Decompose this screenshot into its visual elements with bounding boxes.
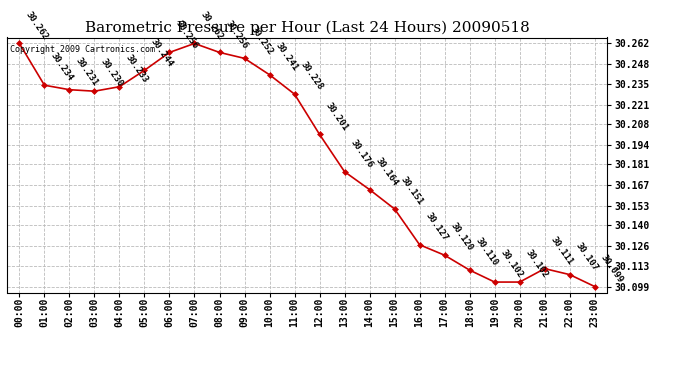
Text: 30.256: 30.256 (224, 19, 250, 50)
Text: 30.244: 30.244 (148, 36, 175, 68)
Text: 30.233: 30.233 (124, 53, 150, 84)
Text: Copyright 2009 Cartronics.com: Copyright 2009 Cartronics.com (10, 45, 155, 54)
Text: 30.241: 30.241 (274, 41, 299, 73)
Text: 30.252: 30.252 (248, 25, 275, 56)
Text: 30.228: 30.228 (299, 60, 324, 92)
Text: 30.231: 30.231 (74, 56, 99, 87)
Text: 30.111: 30.111 (549, 235, 575, 267)
Text: 30.230: 30.230 (99, 57, 124, 89)
Text: 30.110: 30.110 (474, 236, 500, 268)
Text: 30.127: 30.127 (424, 211, 450, 243)
Text: 30.102: 30.102 (524, 248, 550, 280)
Text: 30.234: 30.234 (48, 51, 75, 83)
Text: 30.176: 30.176 (348, 138, 375, 170)
Text: 30.256: 30.256 (174, 19, 199, 50)
Text: 30.262: 30.262 (23, 10, 50, 41)
Text: 30.262: 30.262 (199, 10, 224, 41)
Text: 30.164: 30.164 (374, 156, 400, 188)
Text: 30.102: 30.102 (499, 248, 524, 280)
Text: 30.151: 30.151 (399, 175, 424, 207)
Text: 30.201: 30.201 (324, 100, 350, 132)
Text: 30.120: 30.120 (448, 222, 475, 253)
Text: 30.099: 30.099 (599, 253, 624, 284)
Title: Barometric Pressure per Hour (Last 24 Hours) 20090518: Barometric Pressure per Hour (Last 24 Ho… (85, 21, 529, 35)
Text: 30.107: 30.107 (574, 241, 600, 273)
